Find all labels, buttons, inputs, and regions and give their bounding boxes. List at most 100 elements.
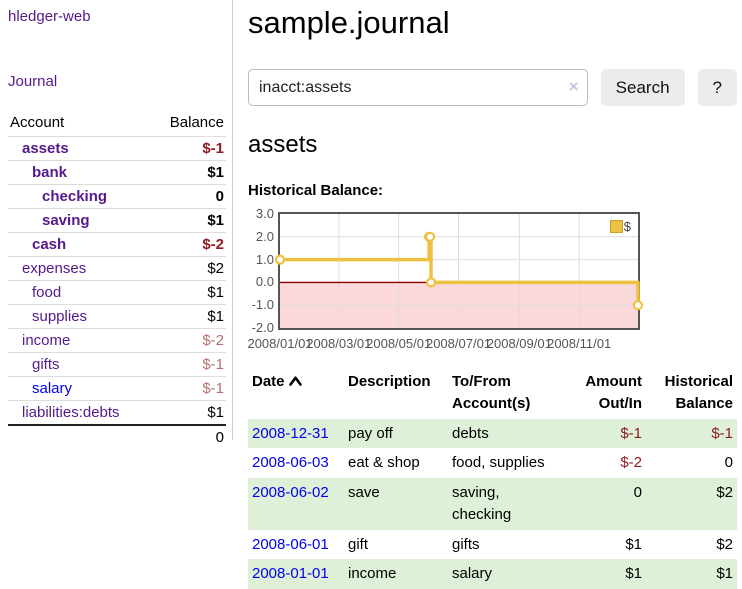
register-row: 2008-06-03 eat & shop food, supplies $-2 0 [248,448,737,478]
account-link[interactable]: saving [42,212,90,229]
account-balance: $-1 [152,376,226,401]
column-header-balance: Historical Balance [664,373,733,412]
transaction-accounts: gifts [452,535,480,553]
accounts-header-balance: Balance [169,114,224,131]
column-header-accounts: To/From Account(s) [452,373,531,412]
y-axis-tick-label: -1.0 [251,297,274,313]
search-form: × Search ? [248,69,737,106]
x-axis-tick-label: 2008/11/01 [547,336,612,351]
account-row: expenses $2 [8,256,226,281]
account-link[interactable]: liabilities:debts [22,404,120,421]
transaction-amount: $1 [625,535,642,553]
transaction-description: income [348,565,397,583]
sidebar-item-journal[interactable]: Journal [8,73,58,90]
transaction-balance: 0 [724,454,733,472]
account-row: income $-2 [8,328,226,353]
transaction-accounts: debts [452,424,489,442]
x-axis-tick-label: 2008/07/01 [425,336,492,351]
account-balance: 0 [152,184,226,209]
account-row: checking 0 [8,184,226,209]
accounts-header-row: Account Balance [8,112,226,137]
column-header-description: Description [348,373,431,390]
transaction-description: gift [348,535,369,553]
account-row: saving $1 [8,208,226,233]
transaction-balance: $2 [716,535,733,553]
register-row: 2008-12-31 pay off debts $-1 $-1 [248,418,737,449]
transaction-amount: $1 [625,565,642,583]
account-link[interactable]: checking [42,188,108,205]
account-balance: $-2 [152,232,226,257]
transaction-amount: $-1 [620,424,642,442]
transaction-amount: 0 [633,484,642,501]
transaction-accounts: food, supplies [452,454,545,472]
brand-link[interactable]: hledger-web [8,8,91,25]
x-axis-tick-label: 2008/05/01 [366,336,432,351]
account-row: food $1 [8,280,226,305]
account-row: supplies $1 [8,304,226,329]
account-link[interactable]: income [22,332,71,349]
legend-swatch-icon [609,220,623,233]
account-row: bank $1 [8,160,226,185]
transaction-date-link[interactable]: 2008-01-01 [252,565,329,583]
accounts-table: Account Balance assets $-1 bank $1 checking 0… [8,112,226,449]
transaction-date-link[interactable]: 2008-06-01 [252,535,329,553]
register-table: Date Description To/From Account(s) Amou… [248,367,737,589]
search-button[interactable]: Search [600,69,685,106]
transaction-description: eat & shop [348,454,420,472]
chart-plot-area: $ [274,212,644,330]
account-link[interactable]: food [32,284,62,301]
account-link[interactable]: gifts [32,356,60,373]
clear-search-icon[interactable]: × [568,77,579,96]
y-axis-tick-label: 0.0 [255,274,274,290]
accounts-total-row: 0 [8,424,226,449]
account-link[interactable]: cash [32,236,67,253]
y-axis-tick-label: 3.0 [255,206,274,221]
account-balance: $1 [152,208,226,233]
transaction-date-link[interactable]: 2008-12-31 [252,424,329,442]
account-row: gifts $-1 [8,352,226,377]
x-axis-tick-label: 2008/09/01 [486,336,552,351]
account-link[interactable]: bank [32,164,68,181]
account-balance: $1 [152,280,226,305]
chart-title: Historical Balance: [248,182,384,199]
account-row: assets $-1 [8,136,226,161]
transaction-amount: $-2 [620,454,642,472]
balance-chart: $ 3.0 2.0 1.0 0.0 -1.0 -2.0 2008/01/01 2008/03/… [247,206,668,351]
register-row: 2008-06-01 gift gifts $1 $2 [248,530,737,560]
register-header-row: Date Description To/From Account(s) Amou… [248,367,737,419]
account-link[interactable]: expenses [22,260,87,277]
account-link[interactable]: salary [32,380,73,397]
transaction-date-link[interactable]: 2008-06-03 [252,454,329,472]
sort-ascending-icon [288,376,302,386]
brand-link-wrap: hledger-web [8,8,226,25]
transaction-balance: $2 [716,484,733,501]
account-balance: $1 [152,304,226,329]
account-balance: $-1 [152,136,226,161]
chart-canvas [274,214,644,328]
column-header-date[interactable]: Date [248,367,344,419]
account-link[interactable]: supplies [32,308,88,325]
help-button[interactable]: ? [697,69,737,106]
transaction-description: pay off [348,424,393,442]
chart-legend: $ [607,218,633,235]
account-row: cash $-2 [8,232,226,257]
transaction-balance: $1 [716,565,733,583]
account-balance: $-2 [152,328,226,353]
sidebar: hledger-web Journal Account Balance asse… [0,0,233,449]
account-link[interactable]: assets [22,140,69,157]
y-axis-tick-label: 1.0 [255,251,274,267]
account-row: salary $-1 [8,376,226,401]
x-axis-tick-label: 2008/01/01 [247,336,313,351]
accounts-total-balance: 0 [152,424,226,449]
nav-journal-wrap: Journal [8,73,226,90]
x-axis-tick-label: 2008/03/01 [306,336,372,351]
transaction-date-link[interactable]: 2008-06-02 [252,484,329,501]
transaction-accounts: saving, checking [452,484,512,523]
column-header-amount: Amount Out/In [585,373,642,412]
transaction-balance: $-1 [711,424,733,442]
register-row: 2008-06-02 save saving, checking 0 $2 [248,478,737,530]
account-balance: $1 [152,400,226,425]
page-title: sample.journal [248,5,450,40]
search-input[interactable] [248,69,588,106]
